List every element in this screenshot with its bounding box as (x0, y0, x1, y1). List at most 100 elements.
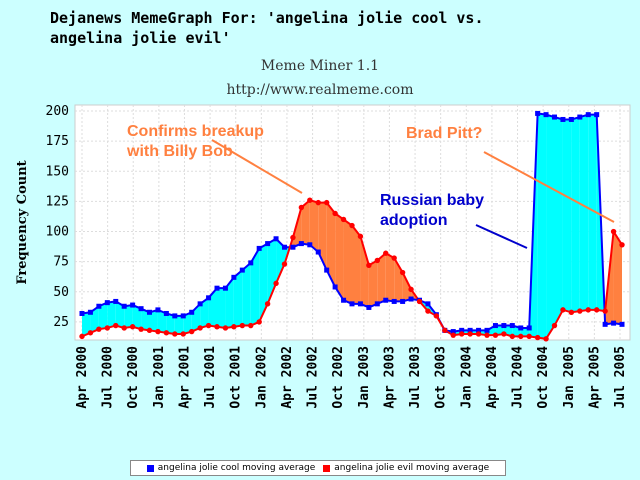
data-point-evil (357, 233, 364, 240)
data-point-cool (231, 274, 237, 280)
data-point-cool (79, 310, 85, 316)
data-point-evil (96, 326, 102, 332)
data-point-cool (552, 114, 557, 120)
data-point-cool (290, 244, 296, 250)
data-point-cool (611, 320, 617, 326)
data-point-evil (222, 325, 229, 331)
annotation-line: Russian baby (380, 192, 484, 209)
data-point-evil (239, 322, 246, 329)
annotation-text: Russian baby adoption (380, 192, 484, 229)
y-tick-label: 75 (53, 255, 69, 270)
data-point-evil (332, 210, 338, 217)
x-tick-label: Oct 2000 (126, 346, 141, 409)
data-point-cool (121, 303, 127, 309)
data-point-evil (205, 322, 212, 329)
legend-label-cool: angelina jolie cool moving average (157, 463, 316, 473)
annotation-line: Confirms breakup (127, 123, 264, 140)
data-point-cool (349, 301, 355, 307)
legend-item-cool: angelina jolie cool moving average (146, 463, 316, 473)
x-tick-label: Apr 2000 (75, 346, 90, 409)
data-point-evil (442, 327, 448, 334)
x-tick-label: Oct 2002 (331, 346, 346, 409)
data-point-evil (416, 298, 423, 305)
x-tick-label: Apr 2004 (485, 346, 500, 409)
difference-fill (537, 113, 547, 339)
legend-swatch-cool (146, 464, 154, 472)
data-point-evil (509, 333, 516, 340)
data-point-cool (282, 244, 287, 250)
data-point-evil (374, 257, 381, 264)
x-tick-label: Apr 2005 (587, 346, 602, 409)
data-point-cool (315, 249, 321, 255)
data-point-cool (450, 329, 456, 335)
data-point-cool (214, 285, 220, 291)
annotation-text: Brad Pitt? (406, 125, 482, 142)
difference-fill (562, 119, 572, 313)
annotations: Confirms breakup with Billy Bob Brad Pitt?… (126, 123, 615, 249)
chart-title: Dejanews MemeGraph For: 'angelina jolie … (50, 9, 484, 47)
x-tick-label: Jul 2005 (613, 346, 628, 409)
data-point-cool (265, 241, 271, 247)
y-tick-label: 150 (46, 164, 69, 179)
difference-fill (368, 260, 378, 308)
data-point-evil (264, 301, 271, 307)
data-point-cool (222, 285, 228, 291)
x-tick-label: Jul 2001 (203, 346, 218, 409)
data-point-cool (408, 296, 414, 302)
data-point-cool (459, 327, 465, 333)
data-point-cool (594, 112, 600, 118)
annotation-2: Russian baby adoption (380, 192, 528, 249)
data-point-evil (281, 261, 288, 267)
annotation-line: Brad Pitt? (406, 125, 482, 142)
data-point-evil (551, 322, 558, 329)
data-point-cool (341, 297, 347, 303)
data-point-cool (307, 242, 313, 248)
data-point-cool (248, 260, 254, 266)
data-point-cool (189, 309, 195, 315)
y-axis-label: Frequency Count (15, 160, 30, 284)
data-point-cool (163, 310, 169, 316)
data-point-cool (484, 327, 490, 333)
data-point-evil (79, 333, 85, 340)
data-point-cool (509, 323, 515, 329)
data-point-evil (87, 330, 94, 336)
x-tick-label: Jan 2001 (152, 346, 167, 409)
data-point-evil (425, 308, 431, 314)
data-point-evil (214, 324, 220, 330)
data-point-evil (298, 204, 305, 211)
data-point-cool (155, 307, 161, 313)
data-point-evil (433, 313, 440, 319)
data-point-evil (138, 326, 144, 332)
annotation-text: Confirms breakup with Billy Bob (126, 123, 264, 160)
difference-fill (385, 253, 395, 302)
data-point-cool (298, 241, 304, 247)
difference-fill (98, 302, 108, 330)
data-point-evil (113, 322, 119, 329)
data-point-evil (307, 197, 313, 203)
data-point-cool (585, 112, 591, 118)
y-tick-label: 50 (53, 285, 69, 300)
data-point-evil (526, 333, 532, 340)
x-tick-label: Jul 2004 (511, 346, 526, 409)
annotation-line: adoption (380, 212, 448, 229)
y-tick-label: 100 (46, 225, 69, 240)
data-point-evil (256, 319, 262, 325)
data-point-cool (568, 116, 574, 122)
data-point-evil (518, 333, 524, 340)
data-point-cool (138, 306, 144, 312)
data-point-evil (560, 307, 566, 313)
difference-fill (82, 312, 91, 337)
data-point-cool (501, 323, 507, 329)
annotation-0: Confirms breakup with Billy Bob (126, 123, 303, 194)
data-point-cool (273, 236, 279, 242)
x-tick-label: Apr 2003 (382, 346, 397, 409)
annotation-pointer (211, 139, 303, 194)
data-point-cool (492, 323, 498, 329)
data-point-evil (383, 250, 389, 256)
x-tick-label: Oct 2004 (536, 346, 551, 409)
data-point-cool (206, 295, 212, 301)
x-tick-label: Oct 2001 (229, 346, 244, 409)
data-point-evil (290, 234, 296, 241)
data-point-cool (366, 304, 372, 310)
